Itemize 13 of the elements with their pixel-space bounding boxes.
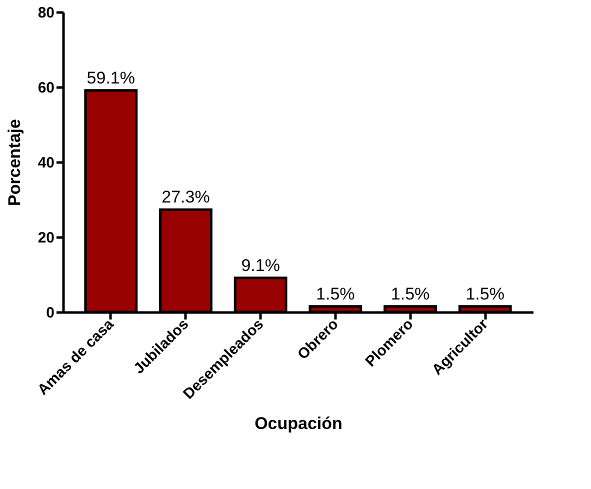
y-tick-label: 40 xyxy=(38,154,54,172)
data-label: 1.5% xyxy=(466,284,504,304)
data-label: 27.3% xyxy=(162,188,210,207)
y-axis-title: Porcentaje xyxy=(4,119,24,206)
data-label: 1.5% xyxy=(316,284,355,304)
y-tick-label: 20 xyxy=(38,230,54,246)
data-label: 59.1% xyxy=(86,68,135,88)
y-tick-label: 80 xyxy=(38,4,54,22)
y-tick-label: 60 xyxy=(38,80,54,96)
y-tick-label: 0 xyxy=(46,304,54,322)
x-axis-title: Ocupación xyxy=(254,414,342,434)
data-label: 1.5% xyxy=(390,284,430,304)
data-label: 9.1% xyxy=(241,256,280,275)
